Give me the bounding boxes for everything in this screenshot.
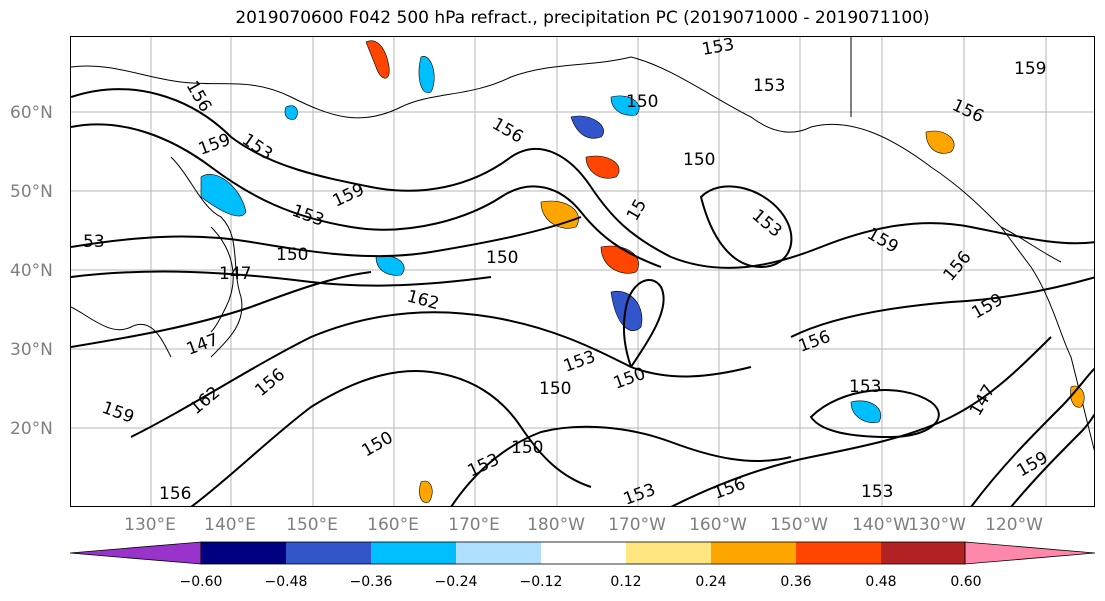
lon-label-160e: 160°E — [367, 515, 419, 535]
colorbar-segment — [796, 542, 881, 564]
contour-label: 156 — [940, 247, 976, 285]
lon-label-150w: 150°W — [770, 515, 828, 535]
lon-label-160w: 160°W — [689, 515, 747, 535]
contour-label: 147 — [184, 330, 221, 360]
contour-label: 162 — [405, 287, 442, 315]
lon-label-140e: 140°E — [204, 515, 256, 535]
colorbar-segment — [541, 542, 626, 564]
contour-label: 147 — [219, 264, 251, 284]
colorbar — [70, 541, 1095, 565]
contour-label: 153 — [861, 482, 893, 502]
lon-label-130w: 130°W — [908, 515, 966, 535]
colorbar-segment — [456, 542, 541, 564]
colorbar-tick: 0.48 — [865, 574, 897, 590]
colorbar-segment — [286, 542, 371, 564]
graticule — [71, 37, 1094, 506]
contour-label: 150 — [276, 245, 308, 265]
lat-label-30n: 30°N — [10, 340, 53, 360]
colorbar-tick: 0.60 — [950, 574, 982, 590]
map-canvas: 156 153 159 150 147 162 147 153 159 53 1… — [71, 37, 1094, 507]
contour-label: 153 — [753, 76, 785, 96]
contour-label: 156 — [711, 474, 748, 504]
lat-label-60n: 60°N — [10, 103, 53, 123]
lon-label-180w: 180°W — [527, 515, 585, 535]
coastlines — [71, 37, 1094, 452]
contour-label: 150 — [539, 379, 571, 399]
colorbar-tick: −0.24 — [434, 574, 478, 590]
contour-label: 15 — [623, 196, 651, 225]
colorbar-tick: 0.24 — [695, 574, 727, 590]
colorbar-extend-left — [70, 541, 202, 565]
contour-label: 156 — [949, 95, 987, 127]
lon-label-170w: 170°W — [608, 515, 666, 535]
contour-label: 150 — [359, 428, 397, 462]
map-title: 2019070600 F042 500 hPa refract., precip… — [235, 8, 930, 28]
colorbar-extend-right — [964, 541, 1095, 565]
contour-label: 147 — [966, 381, 1000, 419]
lon-label-130e: 130°E — [124, 515, 176, 535]
contour-label: 153 — [849, 377, 881, 397]
contour-label: 159 — [864, 224, 902, 258]
contour-label: 159 — [196, 130, 233, 160]
lat-label-50n: 50°N — [10, 182, 53, 202]
lon-label-170e: 170°E — [448, 515, 500, 535]
contour-label: 150 — [683, 150, 715, 170]
contour-label: 159 — [1014, 59, 1046, 79]
contour-label: 159 — [99, 398, 136, 428]
colorbar-tick: 0.12 — [610, 574, 642, 590]
contour-label: 159 — [969, 290, 1007, 324]
colorbar-segment — [626, 542, 711, 564]
lon-label-120w: 120°W — [985, 515, 1043, 535]
colorbar-segment — [201, 542, 286, 564]
colorbar-tick: −0.36 — [349, 574, 393, 590]
lon-label-140w: 140°W — [852, 515, 910, 535]
contour-label: 53 — [83, 232, 105, 252]
colorbar-segment — [881, 542, 965, 564]
lat-label-20n: 20°N — [10, 419, 53, 439]
lat-label-40n: 40°N — [10, 261, 53, 281]
colorbar-tick: 0.36 — [780, 574, 812, 590]
refractivity-contours — [71, 88, 1094, 506]
map-panel: 156 153 159 150 147 162 147 153 159 53 1… — [70, 36, 1095, 507]
contour-label: 156 — [489, 114, 527, 148]
contour-label: 153 — [289, 201, 326, 231]
lon-label-150e: 150°E — [286, 515, 338, 535]
contour-label: 153 — [561, 347, 598, 377]
contour-label: 153 — [465, 450, 503, 482]
contour-label: 150 — [611, 364, 648, 394]
colorbar-tick: −0.48 — [264, 574, 308, 590]
colorbar-tick: −0.60 — [179, 574, 223, 590]
contour-label: 153 — [621, 480, 658, 507]
contour-label: 150 — [511, 438, 543, 458]
contour-label: 156 — [251, 365, 289, 401]
contour-label: 150 — [626, 92, 658, 112]
contour-label: 156 — [159, 484, 191, 504]
colorbar-segment — [711, 542, 796, 564]
contour-label: 153 — [700, 37, 735, 60]
contour-label: 150 — [486, 248, 518, 268]
colorbar-tick: −0.12 — [519, 574, 563, 590]
colorbar-segment — [371, 542, 456, 564]
